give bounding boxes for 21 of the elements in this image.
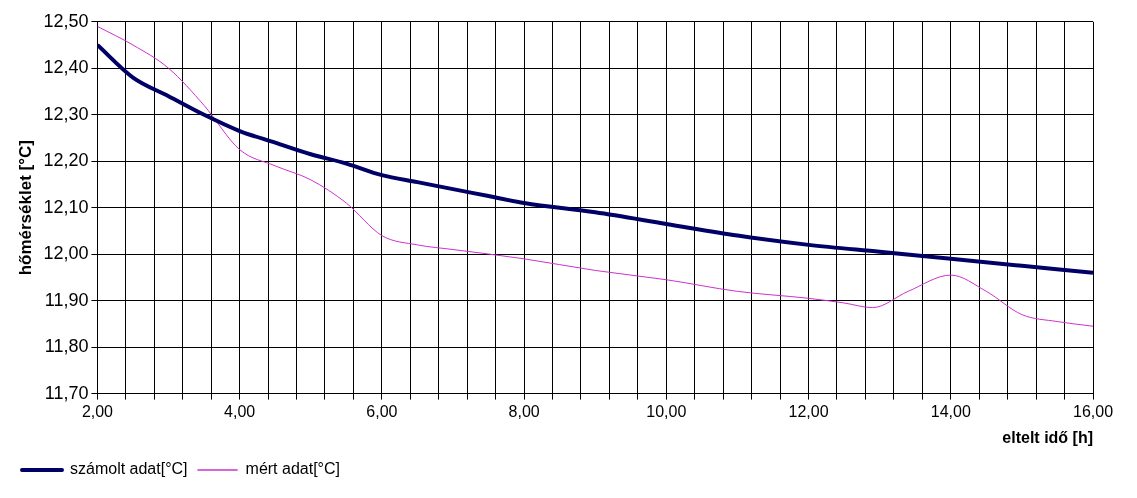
legend-label: mért adat[°C] [245, 460, 340, 478]
x-tick-label: 4,00 [224, 402, 256, 420]
y-tick-label: 12,20 [43, 150, 89, 171]
x-axis-title: eltelt idő [h] [1002, 428, 1093, 446]
y-tick-label: 12,40 [43, 57, 89, 78]
y-tick-label: 12,30 [43, 103, 89, 124]
y-tick-label: 12,50 [43, 10, 89, 31]
x-tick-label: 6,00 [366, 402, 398, 420]
y-tick-label: 11,90 [44, 289, 89, 310]
x-tick-label: 8,00 [508, 402, 540, 420]
x-tick-label: 2,00 [81, 402, 114, 420]
x-tick-label: 12,00 [788, 402, 829, 420]
y-axis-title: hőmérséklet [°C] [15, 140, 35, 276]
y-tick-label: 12,10 [43, 196, 89, 217]
y-tick-label: 11,80 [44, 336, 89, 357]
x-tick-label: 16,00 [1072, 402, 1114, 420]
y-tick-label: 12,00 [43, 243, 89, 264]
x-tick-label: 10,00 [646, 402, 687, 420]
x-tick-label: 14,00 [930, 402, 971, 420]
legend-label: számolt adat[°C] [70, 460, 188, 478]
y-tick-label: 11,70 [44, 382, 89, 403]
